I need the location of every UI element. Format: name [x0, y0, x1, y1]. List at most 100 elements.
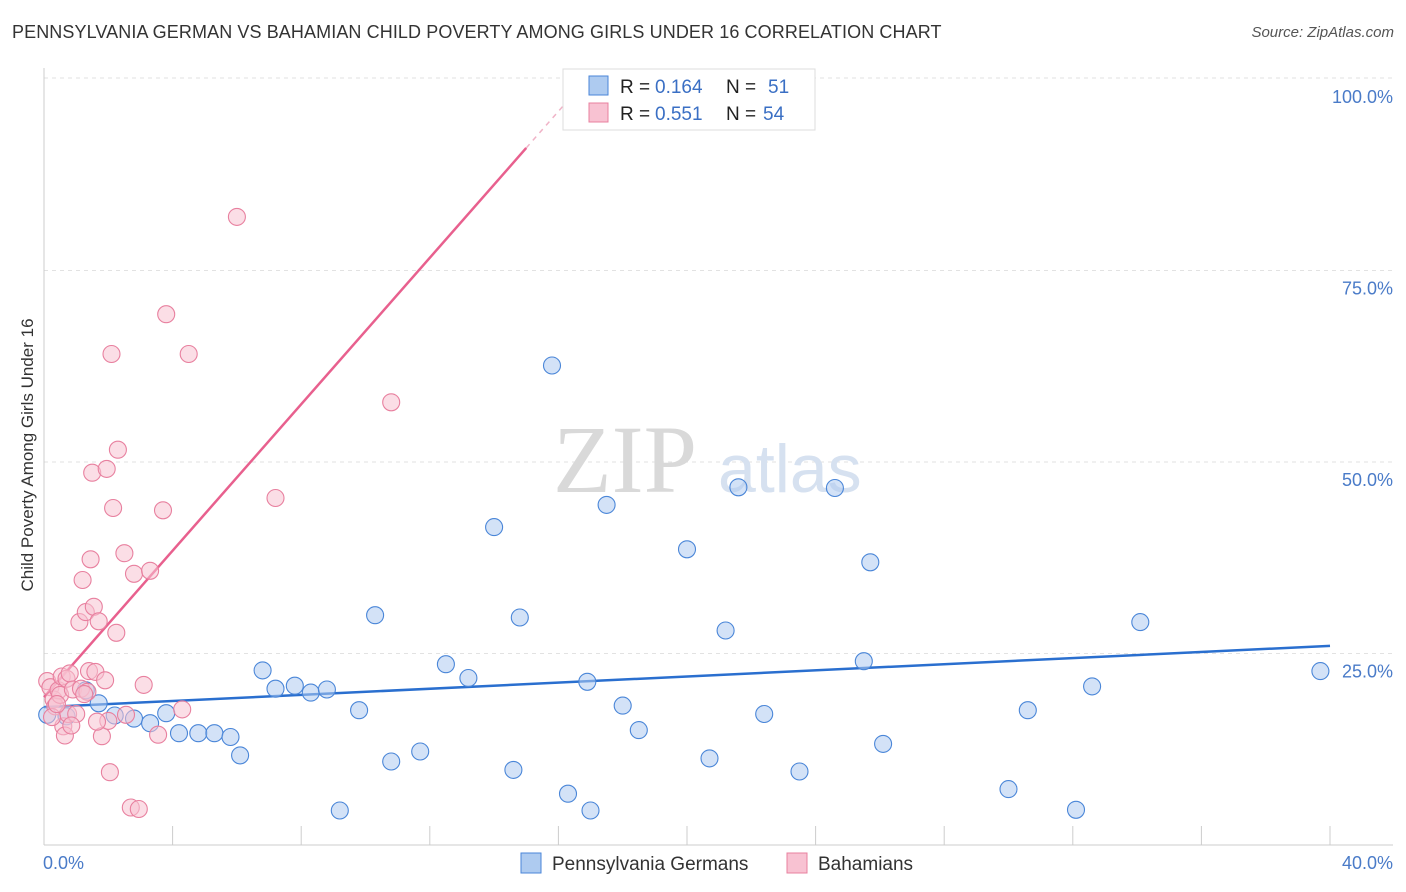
pennsylvania-point-34	[629, 721, 648, 740]
bahamian-point-42	[153, 501, 173, 520]
legend-r-value-1: 0.164	[655, 77, 703, 98]
pennsylvania-point-41	[825, 478, 844, 498]
legend-swatch-pennsylvania	[588, 75, 609, 96]
legend-r-value-2: 0.551	[655, 104, 703, 125]
pennsylvania-point-18	[330, 801, 349, 820]
series-swatch-pennsylvania	[520, 852, 542, 874]
series-legend: Pennsylvania Germans Bahamians	[520, 852, 913, 875]
y-tick-label-25: 25.0%	[1342, 662, 1393, 682]
bahamian-point-45	[179, 344, 198, 364]
series-swatch-bahamians	[786, 852, 808, 874]
bahamian-point-35	[116, 705, 136, 724]
pennsylvania-point-35	[677, 540, 697, 559]
pennsylvania-point-16	[301, 683, 320, 702]
bahamian-point-51	[62, 716, 81, 735]
pennsylvania-point-8	[169, 724, 189, 743]
pennsylvania-point-42	[854, 652, 873, 671]
bahamian-point-27	[97, 459, 116, 478]
bahamian-point-32	[107, 623, 126, 642]
bahamian-point-29	[100, 763, 119, 782]
bahamian-point-40	[141, 561, 160, 580]
bahamian-point-26	[96, 671, 115, 690]
pennsylvania-point-11	[221, 727, 240, 747]
bahamian-trend-line	[43, 147, 528, 698]
series-label-bahamians: Bahamians	[818, 854, 913, 875]
pennsylvania-point-48	[1083, 677, 1102, 696]
bahamian-point-48	[382, 393, 401, 412]
y-tick-labels: 25.0% 50.0% 75.0% 100.0%	[1332, 87, 1393, 682]
bahamian-point-52	[75, 685, 94, 704]
pennsylvania-trend-line	[43, 644, 1331, 709]
legend-n-value-2: 54	[763, 104, 785, 125]
bahamian-point-44	[173, 700, 192, 719]
legend-r-label-2: R =	[620, 104, 650, 125]
bahamian-point-39	[134, 675, 153, 694]
pennsylvania-point-21	[382, 752, 401, 771]
bahamian-point-53	[87, 712, 107, 731]
pennsylvania-point-12	[231, 746, 250, 765]
pennsylvania-point-27	[510, 608, 529, 627]
bahamian-point-38	[129, 799, 148, 819]
pennsylvania-point-23	[436, 655, 455, 674]
y-tick-label-75: 75.0%	[1342, 279, 1393, 299]
y-tick-label-100: 100.0%	[1332, 87, 1393, 107]
pennsylvania-point-45	[999, 780, 1018, 799]
pennsylvania-point-29	[558, 784, 578, 803]
bahamian-point-24	[89, 612, 108, 631]
pennsylvania-point-32	[597, 495, 616, 514]
pennsylvania-point-31	[581, 801, 600, 820]
bahamian-point-33	[108, 440, 127, 459]
bahamian-point-47	[266, 488, 285, 508]
x-tick-labels: 0.0% 40.0%	[43, 853, 1393, 873]
pennsylvania-point-9	[189, 724, 208, 743]
source-credit: Source: ZipAtlas.com	[1251, 24, 1394, 41]
pennsylvania-point-24	[459, 668, 478, 688]
pennsylvania-point-43	[861, 553, 880, 572]
bahamian-point-20	[81, 550, 100, 569]
pennsylvania-point-17	[317, 680, 336, 699]
bahamian-point-43	[157, 305, 176, 324]
pennsylvania-point-14	[266, 679, 285, 698]
data-points	[38, 207, 1330, 820]
pennsylvania-point-44	[874, 734, 893, 753]
pennsylvania-point-25	[485, 518, 504, 537]
bahamian-point-31	[104, 498, 123, 518]
legend-n-label-1: N =	[726, 77, 756, 98]
pennsylvania-point-46	[1018, 701, 1037, 720]
trend-lines	[43, 67, 1331, 709]
chart-title: PENNSYLVANIA GERMAN VS BAHAMIAN CHILD PO…	[12, 22, 942, 42]
legend-swatch-bahamians	[588, 102, 609, 123]
pennsylvania-point-28	[542, 356, 562, 375]
pennsylvania-point-33	[613, 696, 632, 715]
bahamian-point-46	[227, 207, 246, 226]
pennsylvania-point-10	[205, 724, 224, 743]
pennsylvania-point-30	[578, 672, 597, 691]
bahamian-point-34	[115, 544, 134, 563]
pennsylvania-point-15	[285, 676, 304, 695]
pennsylvania-point-39	[755, 704, 774, 724]
bahamian-point-16	[73, 570, 92, 590]
bahamian-trend-extension	[525, 67, 598, 149]
pennsylvania-point-3	[89, 694, 108, 713]
pennsylvania-point-49	[1131, 613, 1150, 632]
watermark: ZIP atlas	[553, 406, 862, 513]
watermark-zip-text: ZIP	[553, 406, 697, 513]
pennsylvania-point-26	[504, 760, 523, 779]
legend-r-label-1: R =	[620, 77, 650, 98]
pennsylvania-point-13	[253, 661, 272, 680]
correlation-legend: R = 0.164 N = 51 R = 0.551 N = 54	[562, 68, 816, 131]
bahamian-point-41	[149, 725, 168, 744]
bahamian-point-50	[47, 695, 66, 714]
x-tick-label-max: 40.0%	[1342, 853, 1393, 873]
bahamian-point-30	[102, 344, 121, 364]
legend-n-value-1: 51	[768, 77, 789, 98]
pennsylvania-point-38	[729, 478, 748, 497]
legend-n-label-2: N =	[726, 104, 756, 125]
bahamian-point-37	[124, 564, 144, 583]
pennsylvania-point-20	[366, 606, 385, 625]
pennsylvania-point-36	[700, 749, 719, 768]
pennsylvania-point-22	[411, 742, 430, 761]
series-label-pennsylvania: Pennsylvania Germans	[552, 854, 748, 875]
x-tick-label-min: 0.0%	[43, 853, 84, 873]
